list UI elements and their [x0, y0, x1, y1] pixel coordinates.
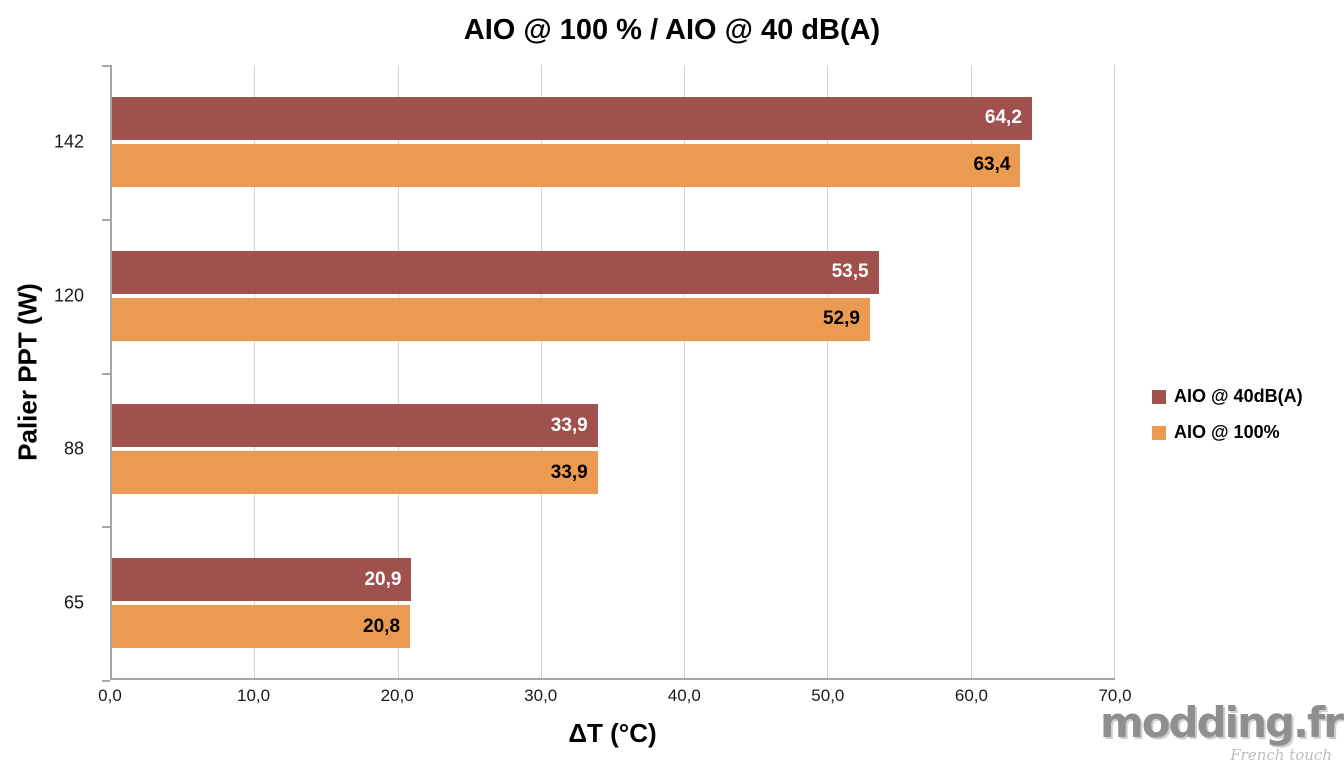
bar-value-label: 64,2	[984, 107, 1022, 129]
legend-swatch	[1152, 425, 1166, 440]
x-tick-label: 60,0	[954, 686, 988, 705]
gridline	[684, 65, 686, 678]
watermark-tagline: French touch	[1230, 746, 1332, 764]
y-axis-tick-mark	[102, 680, 110, 682]
bar: 64,2	[112, 96, 1032, 140]
y-axis-tick-mark	[102, 372, 110, 375]
y-category-label: 120	[53, 285, 84, 306]
bar: 53,5	[112, 250, 879, 294]
bar: 63,4	[112, 143, 1021, 187]
bar-value-label: 33,9	[550, 414, 588, 436]
legend-label: AIO @ 40dB(A)	[1174, 386, 1303, 406]
watermark-text: modding.fr	[1099, 698, 1344, 747]
legend: AIO @ 40dB(A) AIO @ 100%	[1152, 386, 1303, 458]
x-axis-title: ΔT (°C)	[568, 718, 657, 748]
x-tick-label: 10,0	[237, 686, 271, 705]
gridline	[827, 65, 829, 678]
plot-area: 64,2 63,4 53,5 52,9 33,9 33,9 20,9 20,8	[110, 65, 1115, 680]
y-axis-category-labels: 142 120 88 65	[0, 65, 96, 680]
y-axis-tick-mark	[102, 65, 110, 67]
bar: 33,9	[112, 451, 598, 495]
y-category-label: 88	[63, 438, 84, 459]
bar-value-label: 20,8	[363, 615, 401, 637]
gridline	[397, 65, 399, 678]
y-axis-tick-mark	[102, 218, 110, 221]
gridline	[254, 65, 256, 678]
bar-value-label: 53,5	[831, 261, 869, 283]
gridline	[970, 65, 972, 678]
x-tick-label: 30,0	[524, 686, 558, 705]
x-axis-tick-labels: 0,0 10,0 20,0 30,0 40,0 50,0 60,0 70,0	[98, 686, 1131, 708]
bar: 20,8	[112, 605, 411, 649]
legend-swatch	[1152, 389, 1166, 404]
x-tick-label: 50,0	[811, 686, 845, 705]
watermark-modding-fr-logo: modding.fr French touch	[1099, 698, 1344, 765]
legend-item: AIO @ 100%	[1152, 422, 1303, 443]
bar-value-label: 20,9	[364, 568, 402, 590]
chart-title: AIO @ 100 % / AIO @ 40 dB(A)	[463, 14, 881, 46]
x-tick-label: 70,0	[1098, 686, 1132, 705]
x-tick-label: 20,0	[380, 686, 414, 705]
y-category-label: 65	[63, 592, 84, 613]
y-category-label: 142	[53, 131, 84, 152]
bar: 20,9	[112, 558, 412, 602]
bar-value-label: 33,9	[550, 461, 588, 483]
gridline	[540, 65, 542, 678]
bar: 33,9	[112, 404, 598, 448]
y-axis-tick-mark	[102, 526, 110, 529]
gridline	[1114, 65, 1115, 678]
bar-value-label: 63,4	[973, 154, 1011, 176]
legend-item: AIO @ 40dB(A)	[1152, 386, 1303, 407]
bar: 52,9	[112, 297, 870, 341]
x-tick-label: 40,0	[667, 686, 701, 705]
x-tick-label: 0,0	[98, 686, 122, 705]
bar-value-label: 52,9	[822, 308, 860, 330]
legend-label: AIO @ 100%	[1174, 422, 1280, 442]
